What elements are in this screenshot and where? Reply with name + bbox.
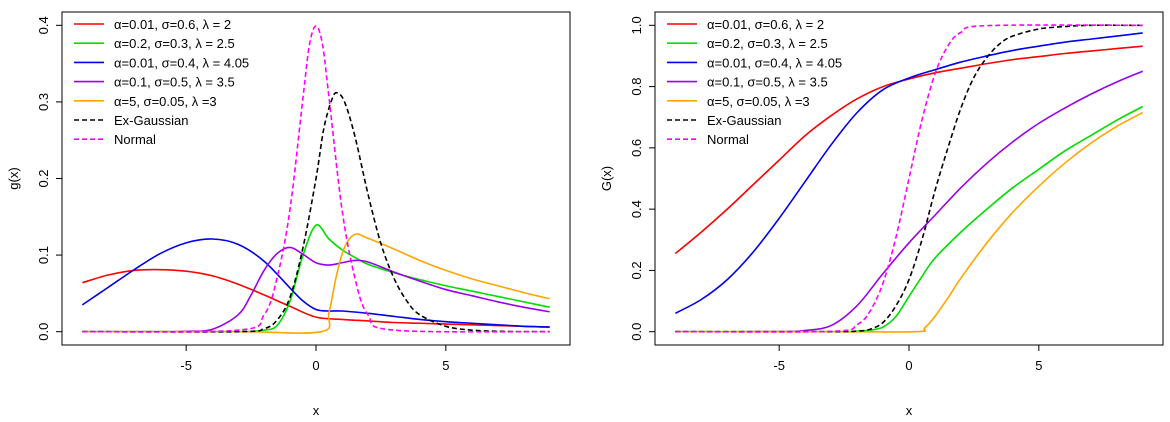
left-series-line-0	[82, 268, 550, 328]
right-y-tick-label: 0.0	[629, 323, 644, 341]
right-series-line-4	[675, 111, 1144, 333]
left-legend-label-3: α=0.1, σ=0.5, λ = 3.5	[114, 75, 235, 90]
left-legend-label-6: Normal	[114, 132, 156, 147]
right-y-tick-label: 0.4	[629, 200, 644, 218]
left-y-tick-label: 0.1	[36, 246, 51, 264]
right-legend-label-4: α=5, σ=0.05, λ =3	[707, 94, 810, 109]
right-legend-label-2: α=0.01, σ=0.4, λ = 4.05	[707, 55, 842, 70]
left-y-tick-label: 0.0	[36, 323, 51, 341]
left-series-line-3	[82, 246, 550, 333]
left-series-line-5	[82, 91, 550, 333]
left-legend-label-5: Ex-Gaussian	[114, 113, 188, 128]
right-series-line-3	[675, 70, 1143, 333]
left-y-tick-label: 0.2	[36, 169, 51, 187]
right-y-tick-label: 0.6	[629, 139, 644, 157]
left-x-tick-label: 0	[312, 358, 319, 373]
left-y-tick-label: 0.4	[36, 16, 51, 34]
right-series-line-5	[675, 24, 1143, 333]
right-series-line-6	[675, 24, 1143, 333]
left-series-line-1	[82, 224, 550, 333]
left-series-line-2	[81, 238, 550, 328]
left-y-axis-title: g(x)	[6, 167, 21, 189]
left-panel: -5 0 5 0.0 0.1 0.2 0.3 0.4 x g(x) α=0.01, σ=0.6, λ…	[6, 11, 571, 418]
right-legend-label-5: Ex-Gaussian	[707, 113, 781, 128]
left-legend-label-2: α=0.01, σ=0.4, λ = 4.05	[114, 55, 249, 70]
left-series-line-4	[82, 233, 550, 334]
right-legend-label-6: Normal	[707, 132, 749, 147]
left-legend-label-4: α=5, σ=0.05, λ =3	[114, 94, 217, 109]
right-y-axis-title: G(x)	[599, 166, 614, 191]
right-x-axis-title: x	[906, 403, 913, 418]
left-x-tick-label: 5	[442, 358, 449, 373]
left-x-tick-label: -5	[180, 358, 192, 373]
left-series-line-6	[82, 25, 550, 333]
right-legend-label-1: α=0.2, σ=0.3, λ = 2.5	[707, 36, 828, 51]
right-x-tick-label: -5	[773, 358, 785, 373]
left-legend-label-0: α=0.01, σ=0.6, λ = 2	[114, 17, 231, 32]
right-y-tick-label: 1.0	[629, 16, 644, 34]
right-panel: -5 0 5 0.0 0.2 0.4 0.6 0.8 1.0 x G(x) α=0.01, σ=0.6…	[599, 11, 1164, 418]
left-y-tick-label: 0.3	[36, 93, 51, 111]
right-legend-label-3: α=0.1, σ=0.5, λ = 3.5	[707, 75, 828, 90]
right-y-tick-label: 0.2	[629, 261, 644, 279]
right-legend-label-0: α=0.01, σ=0.6, λ = 2	[707, 17, 824, 32]
right-series-line-2	[674, 32, 1143, 315]
right-x-tick-label: 0	[905, 358, 912, 373]
right-series-line-0	[674, 45, 1143, 255]
left-x-axis-title: x	[313, 403, 320, 418]
left-legend-label-1: α=0.2, σ=0.3, λ = 2.5	[114, 36, 235, 51]
right-x-tick-label: 5	[1035, 358, 1042, 373]
right-y-tick-label: 0.8	[629, 78, 644, 96]
